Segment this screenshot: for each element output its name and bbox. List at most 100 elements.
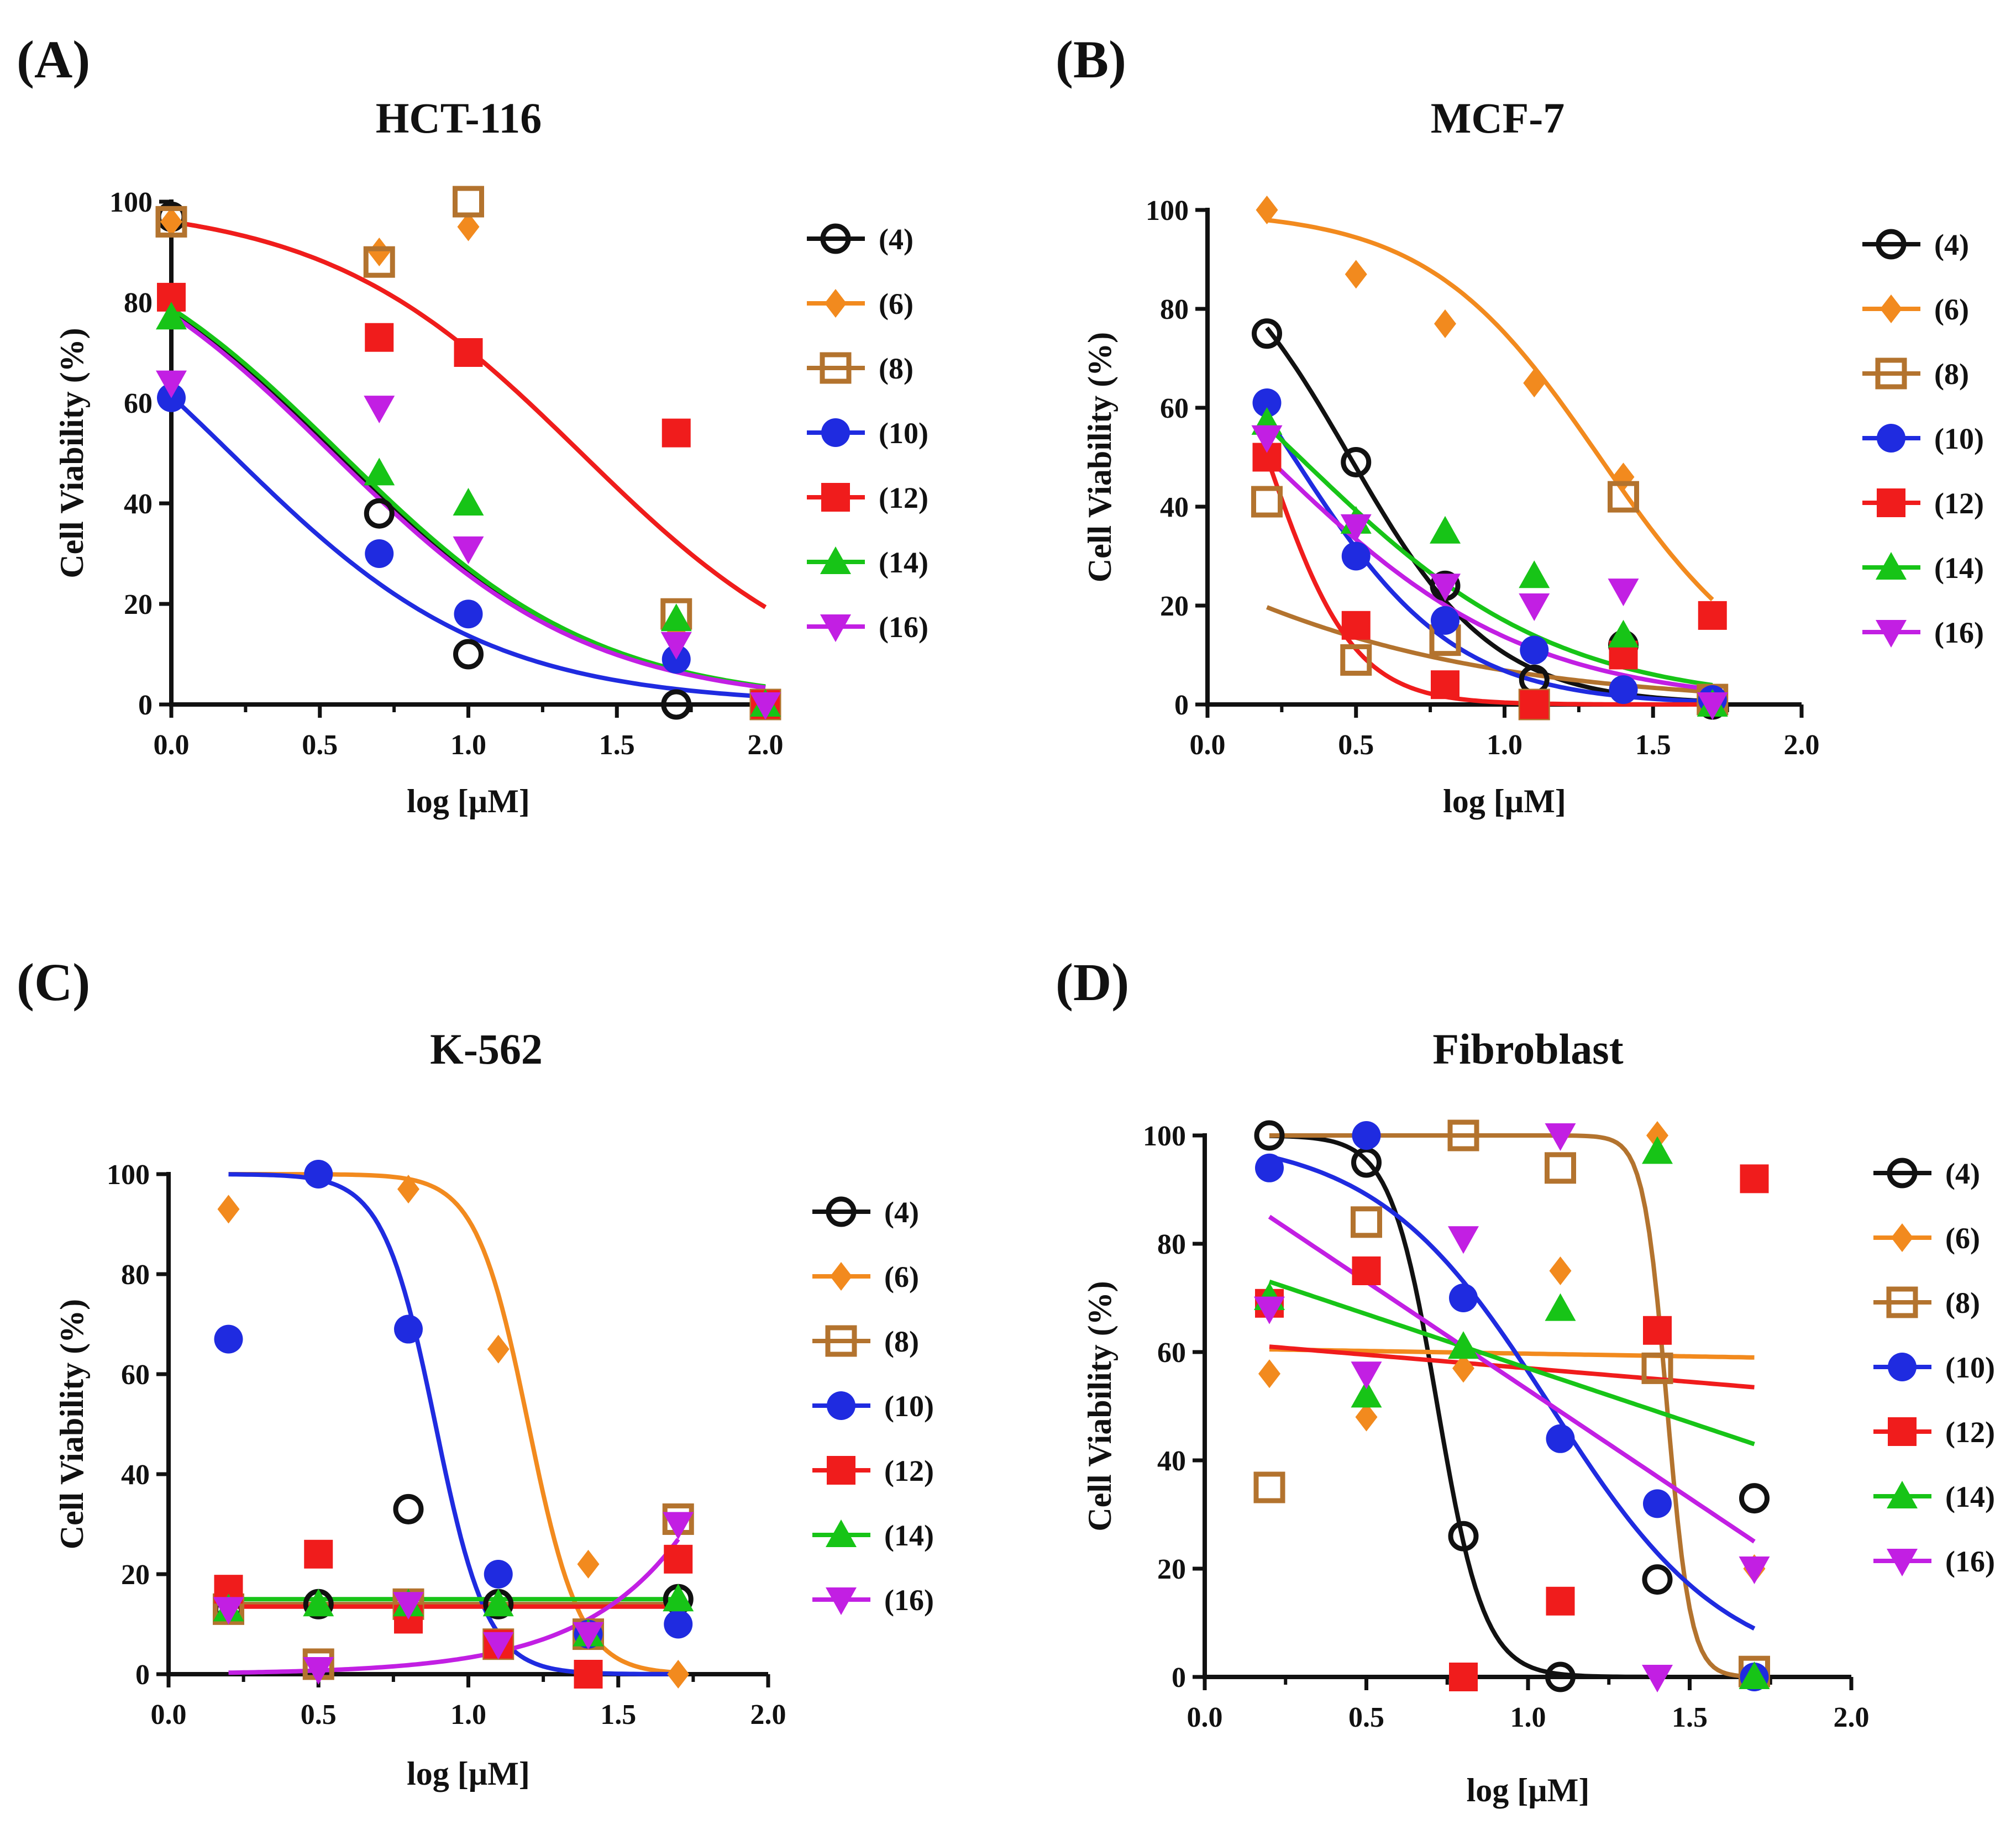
fit-curve-16 [1265,455,1713,692]
point-10 [1431,606,1460,635]
point-10 [1252,388,1282,418]
fit-curve-8 [1269,1133,1755,1679]
point-10 [1352,1121,1381,1150]
point-16 [393,1592,424,1620]
y-axis-label: Cell Viability (%) [1082,1281,1118,1531]
point-14 [364,458,395,486]
legend-label: (14) [1934,551,1984,585]
point-16 [1519,593,1550,621]
fit-curve-12 [1269,1344,1755,1390]
point-6 [160,207,182,236]
point-12 [1698,601,1727,630]
y-tick-label: 40 [121,1459,150,1491]
point-12 [1740,1164,1769,1193]
panel-a: (A) HCT-116 0 20 40 60 80 100 0.0 0.5 1.0 1.5 2.0 log… [17,30,928,819]
point-16 [453,536,484,564]
point-6 [577,1549,600,1579]
x-tick-label: 2.0 [1784,729,1820,761]
point-6 [397,1175,419,1204]
legend-label: (6) [1934,293,1969,326]
legend-label: (4) [1945,1157,1980,1190]
legend-label: (10) [1934,422,1984,455]
point-6 [217,1195,240,1224]
y-axis-label: Cell Viability (%) [54,328,90,578]
legend-marker-8 [1886,1286,1918,1318]
point-16 [1642,1665,1673,1692]
legend-label: (10) [884,1390,934,1423]
fit-curve-6 [1269,1347,1755,1360]
panel-letter: (C) [17,953,90,1012]
point-12 [1431,670,1460,700]
point-12 [1341,611,1371,640]
legend-label: (12) [884,1454,934,1487]
point-12 [664,1544,693,1574]
y-tick-label: 100 [1143,1121,1186,1152]
point-16 [1545,1123,1576,1151]
point-6 [1549,1256,1572,1285]
point-8 [1340,644,1372,676]
legend-marker-10 [821,418,850,447]
point-10 [1609,675,1638,704]
point-8 [1608,481,1639,513]
point-16 [303,1657,334,1685]
fit-curve-10 [1265,415,1713,704]
point-14 [453,488,484,516]
point-16 [750,692,781,720]
legend-label: (14) [879,546,928,579]
legend-marker-8 [820,352,852,384]
x-axis-label: log [µM] [1443,783,1566,819]
y-tick-label: 0 [138,690,153,721]
x-tick-label: 0.0 [151,1699,187,1731]
point-6 [368,238,391,266]
y-tick-label: 40 [1160,492,1189,523]
point-10 [1520,635,1549,665]
point-8 [155,206,187,238]
x-axis-label: log [µM] [407,1755,530,1792]
point-14 [663,1584,694,1612]
point-10 [1255,1153,1284,1182]
point-6 [487,1334,510,1364]
point-4 [1341,446,1372,477]
point-4 [1642,1564,1673,1595]
point-8 [1545,1152,1576,1184]
legend-label: (10) [879,417,928,450]
x-axis-label: log [µM] [1467,1772,1590,1808]
point-8 [1351,1206,1382,1238]
point-14 [482,1589,514,1617]
point-8 [1251,486,1283,518]
chart-title: K-562 [430,1025,543,1073]
point-16 [1697,692,1728,720]
point-14 [1351,1380,1382,1408]
legend-marker-10 [1877,424,1905,453]
point-4 [1545,1661,1576,1692]
point-6 [1256,196,1278,224]
point-4 [1739,1483,1770,1514]
legend-label: (6) [884,1260,919,1293]
legend-label: (6) [1945,1222,1980,1255]
legend-label: (16) [879,611,928,644]
point-6 [1258,1359,1280,1389]
legend-marker-4 [1876,229,1907,260]
y-tick-label: 60 [1160,393,1189,424]
point-6 [667,1660,690,1689]
y-tick-label: 60 [121,1359,150,1391]
point-4 [1252,318,1282,349]
panel-c: (C) K-562 0 20 40 60 80 100 0.0 0.5 1.0 1.5 2.0 log [… [17,953,934,1792]
legend-marker-10 [827,1391,855,1420]
point-4 [364,498,395,529]
point-10 [304,1160,333,1189]
point-4 [393,1494,424,1524]
y-tick-label: 0 [1174,690,1189,721]
point-16 [1251,425,1283,453]
point-14 [660,603,692,632]
legend-marker-8 [1875,357,1907,390]
point-4 [661,689,692,720]
point-6 [457,212,480,241]
point-12 [304,1539,333,1569]
fit-curve-10 [170,395,766,699]
point-14 [1545,1293,1576,1321]
point-14 [1430,516,1461,544]
chart-title: Fibroblast [1432,1025,1623,1073]
y-tick-label: 80 [124,287,153,319]
